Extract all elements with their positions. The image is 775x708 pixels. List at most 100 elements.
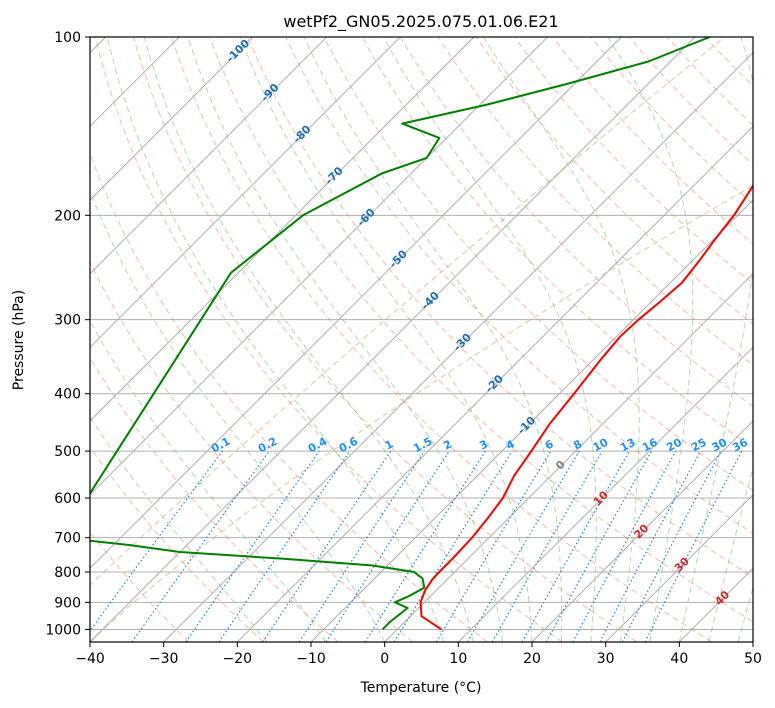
y-tick-label: 800 — [54, 565, 81, 581]
mixing-ratio-line — [545, 450, 653, 642]
mixing-ratio-line — [491, 450, 603, 642]
dry-adiabat-line — [90, 446, 264, 642]
isotherm-label: 40 — [712, 588, 732, 608]
pressure-gridlines — [90, 37, 753, 630]
y-tick-label: 1000 — [45, 622, 81, 638]
mixing-ratio-line — [218, 450, 351, 642]
dry-adiabat-line — [399, 37, 753, 407]
moist-adiabat-line — [303, 37, 563, 642]
isotherm-line — [90, 37, 622, 570]
isotherm-line — [310, 199, 753, 642]
moist-adiabat-line — [90, 416, 268, 642]
isotherm-line — [457, 346, 753, 642]
dry-adiabat-line — [323, 37, 753, 491]
y-tick-label: 200 — [54, 208, 81, 224]
mixing-ratio-line — [298, 450, 425, 642]
mixing-ratio-line — [521, 450, 631, 642]
isotherm-label: -10 — [515, 414, 538, 437]
frost-curve — [90, 37, 753, 642]
dewpoint-profile-line — [90, 37, 711, 631]
isotherm-label: -60 — [355, 206, 378, 229]
isotherm-label: 0 — [553, 458, 568, 473]
dry-adiabat-line — [437, 37, 753, 366]
y-tick-label: 700 — [54, 531, 81, 547]
isotherm-line — [90, 37, 254, 201]
moist-adiabat-line — [187, 37, 503, 642]
mixing-ratio-line — [572, 450, 677, 642]
x-tick-label: 30 — [597, 651, 615, 667]
dry-adiabat-line — [514, 37, 753, 285]
x-tick-label: 10 — [449, 651, 467, 667]
chart-title: wetPf2_GN05.2025.075.01.06.E21 — [283, 12, 558, 32]
dry-adiabat-line — [552, 37, 753, 245]
dry-adiabats — [90, 37, 753, 642]
line-labels: -100-90-80-70-60-50-40-30-20-10010203040… — [209, 37, 750, 608]
moist-adiabat-line — [90, 319, 327, 642]
x-tick-label: 20 — [523, 651, 541, 667]
x-tick-label: 0 — [380, 651, 389, 667]
x-axis-title: Temperature (°C) — [360, 680, 482, 696]
y-axis: 100 200 300 400 500 600 700 800 900 1000 — [45, 30, 90, 638]
dry-adiabat-line — [90, 152, 488, 642]
dry-adiabat-line — [628, 37, 753, 166]
dry-adiabat-line — [90, 260, 414, 642]
isotherm-label: -40 — [419, 289, 442, 312]
mixing-ratio-line — [90, 450, 223, 632]
isotherm-label: -50 — [387, 247, 410, 270]
temperature-profile-line — [419, 183, 753, 631]
mixing-ratio-line — [131, 450, 270, 642]
isotherm-label: -80 — [290, 122, 313, 145]
mixing-ratio-line — [435, 450, 552, 642]
mixing-ratio-line — [185, 450, 320, 642]
dry-adiabat-line — [209, 37, 753, 623]
moist-adiabat-line — [383, 37, 597, 642]
moist-adiabat-line — [90, 189, 386, 642]
moist-adiabat-line — [239, 37, 533, 642]
moist-adiabat-line — [482, 37, 640, 642]
isotherm-line — [605, 493, 753, 642]
isotherm-label: -20 — [483, 372, 506, 395]
x-tick-label: −10 — [296, 651, 326, 667]
isotherm-line — [90, 37, 475, 422]
mixing-ratio-label: 25 — [689, 436, 709, 455]
isotherm-label: 10 — [591, 488, 611, 508]
mixing-ratio-line — [262, 450, 392, 642]
mixing-ratio-line — [466, 450, 580, 642]
moist-adiabat-line — [106, 37, 445, 642]
dry-adiabat-line — [247, 37, 753, 578]
mixing-ratio-label: 30 — [710, 436, 730, 455]
mixing-ratio-line — [325, 450, 450, 642]
isotherm-label: -90 — [258, 81, 281, 104]
mixing-ratio-label: 6 — [543, 437, 556, 452]
dry-adiabat-line — [666, 37, 753, 126]
y-tick-label: 900 — [54, 595, 81, 611]
dry-adiabat-line — [94, 37, 563, 642]
y-tick-label: 600 — [54, 491, 81, 507]
mixing-ratio-label: 0.6 — [337, 435, 361, 456]
isotherm-line — [90, 37, 549, 496]
y-tick-label: 400 — [54, 387, 81, 403]
mixing-ratio-line — [599, 450, 702, 642]
dry-adiabat-line — [132, 37, 638, 642]
isotherm-line — [236, 125, 753, 642]
isotherm-line — [752, 641, 753, 642]
dry-adiabat-line — [476, 37, 753, 325]
moist-adiabat-line — [607, 37, 694, 642]
mixing-ratio-label: 1.5 — [411, 435, 434, 456]
isotherm-line — [90, 37, 401, 349]
isotherm-line — [90, 37, 328, 275]
sounding-profiles — [90, 37, 753, 631]
x-axis: −40 −30 −20 −10 0 10 20 30 40 50 — [75, 642, 762, 667]
isotherms — [90, 37, 753, 642]
isotherm-line — [163, 51, 753, 642]
moist-adiabat-line — [678, 37, 753, 642]
y-tick-label: 300 — [54, 313, 81, 329]
mixing-ratio-line — [393, 450, 513, 642]
mixing-ratio-labels: 0.1 0.2 0.4 0.6 1 1.5 2 3 4 6 8 10 13 16 20 25 30 36 — [209, 435, 750, 456]
mixing-ratio-lines — [90, 450, 743, 642]
x-tick-label: 40 — [670, 651, 688, 667]
mixing-ratio-line — [364, 450, 486, 642]
y-axis-title: Pressure (hPa) — [11, 290, 27, 390]
mixing-ratio-label: 0.1 — [209, 435, 232, 456]
